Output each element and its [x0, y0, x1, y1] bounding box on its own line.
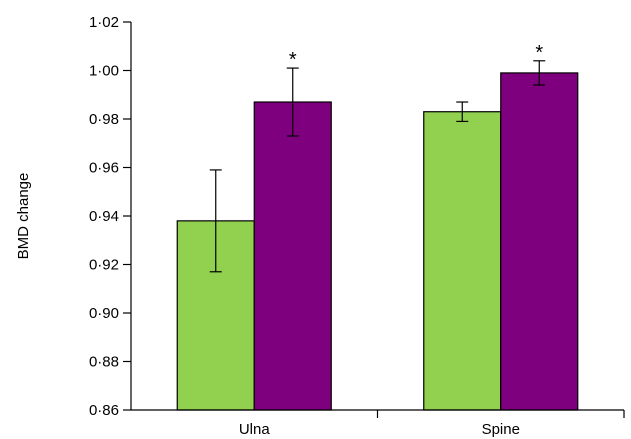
y-tick-label: 0·98 [89, 111, 119, 128]
y-axis-title: BMD change [15, 173, 32, 260]
significance-marker: * [535, 42, 543, 64]
y-ticks-layer: 0·86 0·88 0·90 0·92 0·94 0·96 0·98 1·00 1·02 [89, 14, 131, 419]
annotations-layer: * * [289, 42, 544, 71]
y-tick-label: 0·96 [89, 160, 119, 177]
error-bars-layer [209, 60, 546, 273]
bar [423, 111, 502, 411]
y-tick-label: 0·88 [89, 354, 119, 371]
bar [253, 101, 332, 411]
y-tick-label: 0·86 [89, 402, 119, 419]
x-tick-label: Spine [482, 421, 520, 438]
y-tick-label: 1·00 [89, 63, 119, 80]
y-tick-label: 0·90 [89, 305, 119, 322]
y-tick-label: 1·02 [89, 14, 119, 31]
bars-layer [176, 72, 579, 411]
y-tick-label: 0·92 [89, 257, 119, 274]
x-ticks-layer: Ulna Spine [239, 410, 625, 438]
bar [500, 72, 579, 411]
y-tick-label: 0·94 [89, 208, 119, 225]
x-tick-label: Ulna [239, 421, 271, 438]
significance-marker: * [289, 49, 297, 71]
